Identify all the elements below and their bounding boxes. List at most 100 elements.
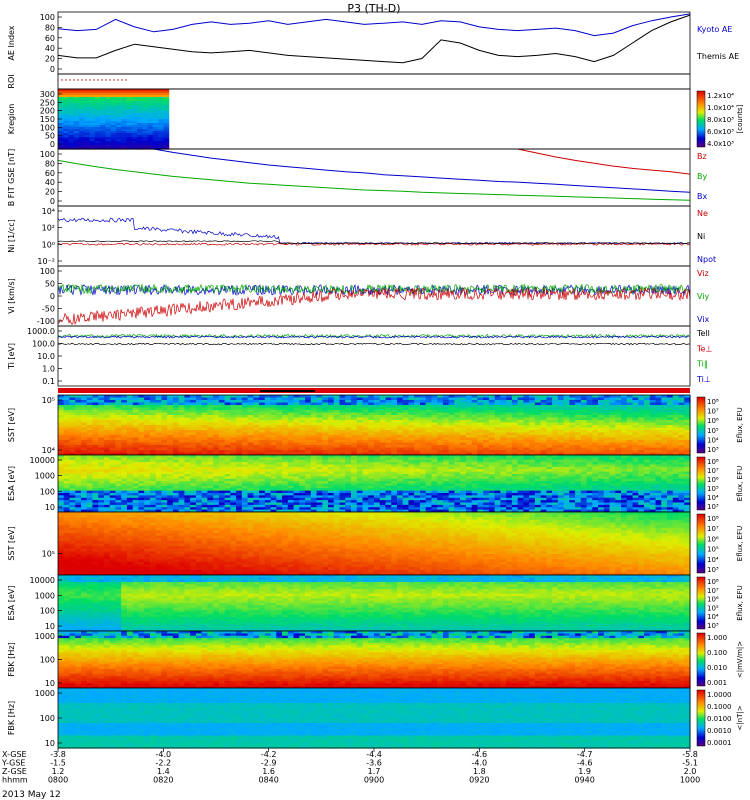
panel-sst_e-cell <box>351 397 358 401</box>
panel-sst_e-cell <box>299 402 306 406</box>
panel-sst_e-cell <box>207 397 214 401</box>
panel-kregion-cell <box>126 129 133 132</box>
panel-kregion-cell <box>94 125 101 128</box>
panel-sst_e-cell <box>103 417 111 421</box>
panel-sst_e-cell <box>305 430 312 434</box>
panel-sst_e-cell <box>287 407 295 411</box>
panel-kregion-cell <box>63 95 70 98</box>
panel-sst_e-cell <box>241 397 249 401</box>
panel-kregion-cell <box>110 103 117 106</box>
panel-sst_e-cell <box>276 440 283 444</box>
panel-sst_e-cell <box>92 435 99 439</box>
panel-sst_e-cell <box>316 395 323 399</box>
panel-kregion-cell <box>89 125 96 128</box>
panel-kregion-cell <box>68 119 75 122</box>
panel-kregion-cell <box>131 139 138 142</box>
panel-kregion-cell <box>142 103 149 106</box>
panel-kregion-cell <box>131 143 138 146</box>
panel-kregion-cell <box>79 123 85 126</box>
panel-kregion-cell <box>89 135 96 138</box>
panel-kregion-cell <box>63 129 70 132</box>
panel-sst_e-cell <box>58 445 65 449</box>
panel-kregion-cell <box>158 143 164 146</box>
panel-sst_e-cell <box>149 425 157 429</box>
panel-kregion-cell <box>68 117 75 120</box>
panel-sst_e-cell <box>345 395 352 399</box>
panel-kregion-cell <box>73 131 80 134</box>
panel-kregion-cell <box>126 137 133 140</box>
panel-sst_e-cell <box>69 432 76 436</box>
panel-sst_e-cell <box>132 415 140 419</box>
panel-sst_e-cell <box>264 412 272 416</box>
panel-sst_e-cell <box>207 427 214 431</box>
panel-sst_e-cell <box>305 427 312 431</box>
panel-kregion-cell <box>163 95 170 98</box>
panel-kregion-cell <box>89 99 96 102</box>
panel-kregion-cell <box>158 109 164 112</box>
panel-sst_e-cell <box>75 420 82 424</box>
panel-sst_e-cell <box>310 400 318 404</box>
panel-sst_e-cell <box>201 445 208 449</box>
panel-sst_e-cell <box>264 422 272 426</box>
panel-kregion-cell <box>131 99 138 102</box>
panel-kregion-cell <box>68 123 75 126</box>
panel-kregion-cell <box>105 143 112 146</box>
panel-sst_e-cell <box>247 395 254 399</box>
panel-sst_e-cell <box>316 410 323 414</box>
panel-sst_e-cell <box>236 440 243 444</box>
panel-sst_e-cell <box>172 435 180 439</box>
panel-kregion-cell <box>79 135 85 138</box>
panel-kregion-cell <box>84 137 91 140</box>
panel-sst_e-cell <box>328 432 335 436</box>
panel-sst_e-cell <box>98 405 105 409</box>
panel-kregion-cell <box>137 141 143 144</box>
panel-sst_e-cell <box>328 445 335 449</box>
panel-sst_e-cell <box>310 425 318 429</box>
panel-sst_e-cell <box>80 422 88 426</box>
panel-sst_e-cell <box>98 432 105 436</box>
panel-kregion-cell <box>73 111 80 114</box>
panel-sst_e-cell <box>282 435 289 439</box>
panel-sst_e-cell <box>172 427 180 431</box>
panel-sst_e-cell <box>305 432 312 436</box>
panel-sst_e-cell <box>144 415 151 419</box>
panel-sst_e-cell <box>305 417 312 421</box>
panel-sst_e-cell <box>247 427 254 431</box>
panel-sst_e-cell <box>109 410 117 414</box>
panel-kregion-cell <box>137 103 143 106</box>
panel-kregion-cell <box>142 101 149 104</box>
panel-sst_e-cell <box>167 397 174 401</box>
panel-sst_e-cell <box>184 442 191 446</box>
panel-kregion-cell <box>79 103 85 106</box>
panel-sst_e-cell <box>184 437 191 441</box>
panel-kregion-cell <box>73 103 80 106</box>
panel-sst_e-cell <box>115 452 122 456</box>
panel-kregion-cell <box>63 119 70 122</box>
panel-ae-series-label: Themis AE <box>696 52 739 61</box>
panel-kregion-cell <box>84 103 91 106</box>
panel-roi-frame <box>57 73 691 90</box>
panel-sst_e-cell <box>264 397 272 401</box>
panel-sst_e-cell <box>310 417 318 421</box>
panel-sst_e-cell <box>230 452 237 456</box>
panel-sst_e-cell <box>201 417 208 421</box>
panel-sst_e-cell <box>339 417 346 421</box>
panel-sst_e-cell <box>69 417 76 421</box>
panel-sst_e-cell <box>287 447 295 451</box>
panel-kregion-cell <box>137 123 143 126</box>
panel-kregion-cell <box>147 89 154 92</box>
panel-kregion-cell <box>158 139 164 142</box>
panel-kregion-cell <box>105 137 112 140</box>
panel-kregion-cell <box>115 145 122 148</box>
panel-sst_e-cell <box>149 402 157 406</box>
panel-sst_e-cell <box>299 422 306 426</box>
panel-sst_e-cell <box>241 395 249 399</box>
panel-density-ytick: 10⁰ <box>42 240 55 249</box>
panel-kregion-cell <box>79 111 85 114</box>
panel-sst_e-cell <box>121 450 128 454</box>
panel-sst_e-cell <box>80 440 88 444</box>
panel-sst_e-cell <box>167 410 174 414</box>
panel-sst_e-cell <box>201 422 208 426</box>
panel-kregion-cell <box>58 131 64 134</box>
panel-kregion-cell <box>63 107 70 110</box>
